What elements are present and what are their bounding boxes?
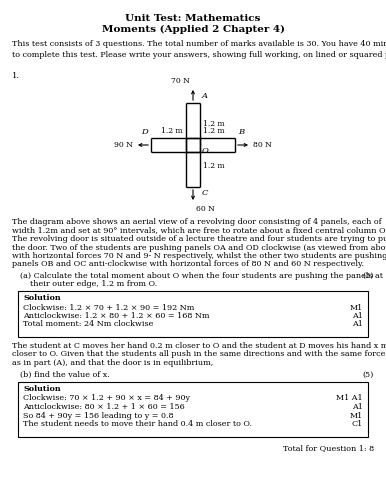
Text: (b) find the value of x.: (b) find the value of x. [20, 370, 110, 378]
Text: M1 A1: M1 A1 [336, 394, 363, 402]
Text: The diagram above shows an aerial view of a revolving door consisting of 4 panel: The diagram above shows an aerial view o… [12, 218, 382, 226]
Text: closer to O. Given that the students all push in the same directions and with th: closer to O. Given that the students all… [12, 350, 386, 358]
Text: as in part (A), and that the door is in equilibrium,: as in part (A), and that the door is in … [12, 359, 213, 367]
Text: Anticlockwise: 1.2 × 80 + 1.2 × 60 = 168 Nm: Anticlockwise: 1.2 × 80 + 1.2 × 60 = 168… [23, 312, 210, 320]
Text: This test consists of 3 questions. The total number of marks available is 30. Yo: This test consists of 3 questions. The t… [12, 40, 386, 59]
Text: C1: C1 [352, 420, 363, 428]
Text: D: D [141, 128, 148, 136]
Text: 1.2 m: 1.2 m [203, 162, 225, 170]
Text: A1: A1 [352, 403, 363, 411]
Text: C: C [202, 189, 208, 197]
Text: The student needs to move their hand 0.4 m closer to O.: The student needs to move their hand 0.4… [23, 420, 252, 428]
Text: with horizontal forces 70 N and 9- N respectively, whilst the other two students: with horizontal forces 70 N and 9- N res… [12, 252, 386, 260]
Text: 90 N: 90 N [114, 141, 133, 149]
Bar [18, 382, 368, 436]
Text: The revolving door is situated outside of a lecture theatre and four students ar: The revolving door is situated outside o… [12, 235, 386, 243]
Text: 80 N: 80 N [253, 141, 272, 149]
Text: 60 N: 60 N [196, 205, 215, 213]
Text: A: A [202, 92, 208, 100]
Text: Clockwise: 1.2 × 70 + 1.2 × 90 = 192 Nm: Clockwise: 1.2 × 70 + 1.2 × 90 = 192 Nm [23, 304, 195, 312]
Text: 1.: 1. [12, 72, 20, 80]
Text: the door. Two of the students are pushing panels OA and OD clockwise (as viewed : the door. Two of the students are pushin… [12, 244, 386, 252]
Text: Anticlockwise: 80 × 1.2 + 1 × 60 = 156: Anticlockwise: 80 × 1.2 + 1 × 60 = 156 [23, 403, 185, 411]
Text: 70 N: 70 N [171, 77, 190, 85]
Text: Unit Test: Mathematics: Unit Test: Mathematics [125, 14, 261, 23]
Text: M1: M1 [350, 304, 363, 312]
Text: Clockwise: 70 × 1.2 + 90 × x = 84 + 90y: Clockwise: 70 × 1.2 + 90 × x = 84 + 90y [23, 394, 190, 402]
Text: Total for Question 1: 8: Total for Question 1: 8 [283, 444, 374, 452]
Text: 1.2 m: 1.2 m [203, 127, 225, 135]
Text: The student at C moves her hand 0.2 m closer to O and the student at D moves his: The student at C moves her hand 0.2 m cl… [12, 342, 386, 350]
Text: (a) Calculate the total moment about O when the four students are pushing the pa: (a) Calculate the total moment about O w… [20, 272, 383, 280]
Text: Solution: Solution [23, 294, 61, 302]
Text: (3): (3) [362, 272, 374, 280]
Text: O: O [202, 147, 209, 155]
Text: 1.2 m: 1.2 m [203, 120, 225, 128]
Text: M1: M1 [350, 412, 363, 420]
Text: width 1.2m and set at 90° intervals, which are free to rotate about a fixed cent: width 1.2m and set at 90° intervals, whi… [12, 226, 386, 234]
Text: A1: A1 [352, 312, 363, 320]
Text: B: B [238, 128, 244, 136]
Text: 1.2 m: 1.2 m [161, 127, 183, 135]
Text: Total moment: 24 Nm clockwise: Total moment: 24 Nm clockwise [23, 320, 153, 328]
Text: their outer edge, 1.2 m from O.: their outer edge, 1.2 m from O. [20, 280, 157, 288]
Text: (5): (5) [362, 370, 374, 378]
Text: Solution: Solution [23, 385, 61, 393]
Bar [18, 291, 368, 337]
Text: So 84 + 90y = 156 leading to y = 0.8: So 84 + 90y = 156 leading to y = 0.8 [23, 412, 173, 420]
Text: A1: A1 [352, 320, 363, 328]
Text: Moments (Applied 2 Chapter 4): Moments (Applied 2 Chapter 4) [102, 25, 284, 34]
Text: panels OB and OC anti-clockwise with horizontal forces of 80 N and 60 N respecti: panels OB and OC anti-clockwise with hor… [12, 260, 364, 268]
